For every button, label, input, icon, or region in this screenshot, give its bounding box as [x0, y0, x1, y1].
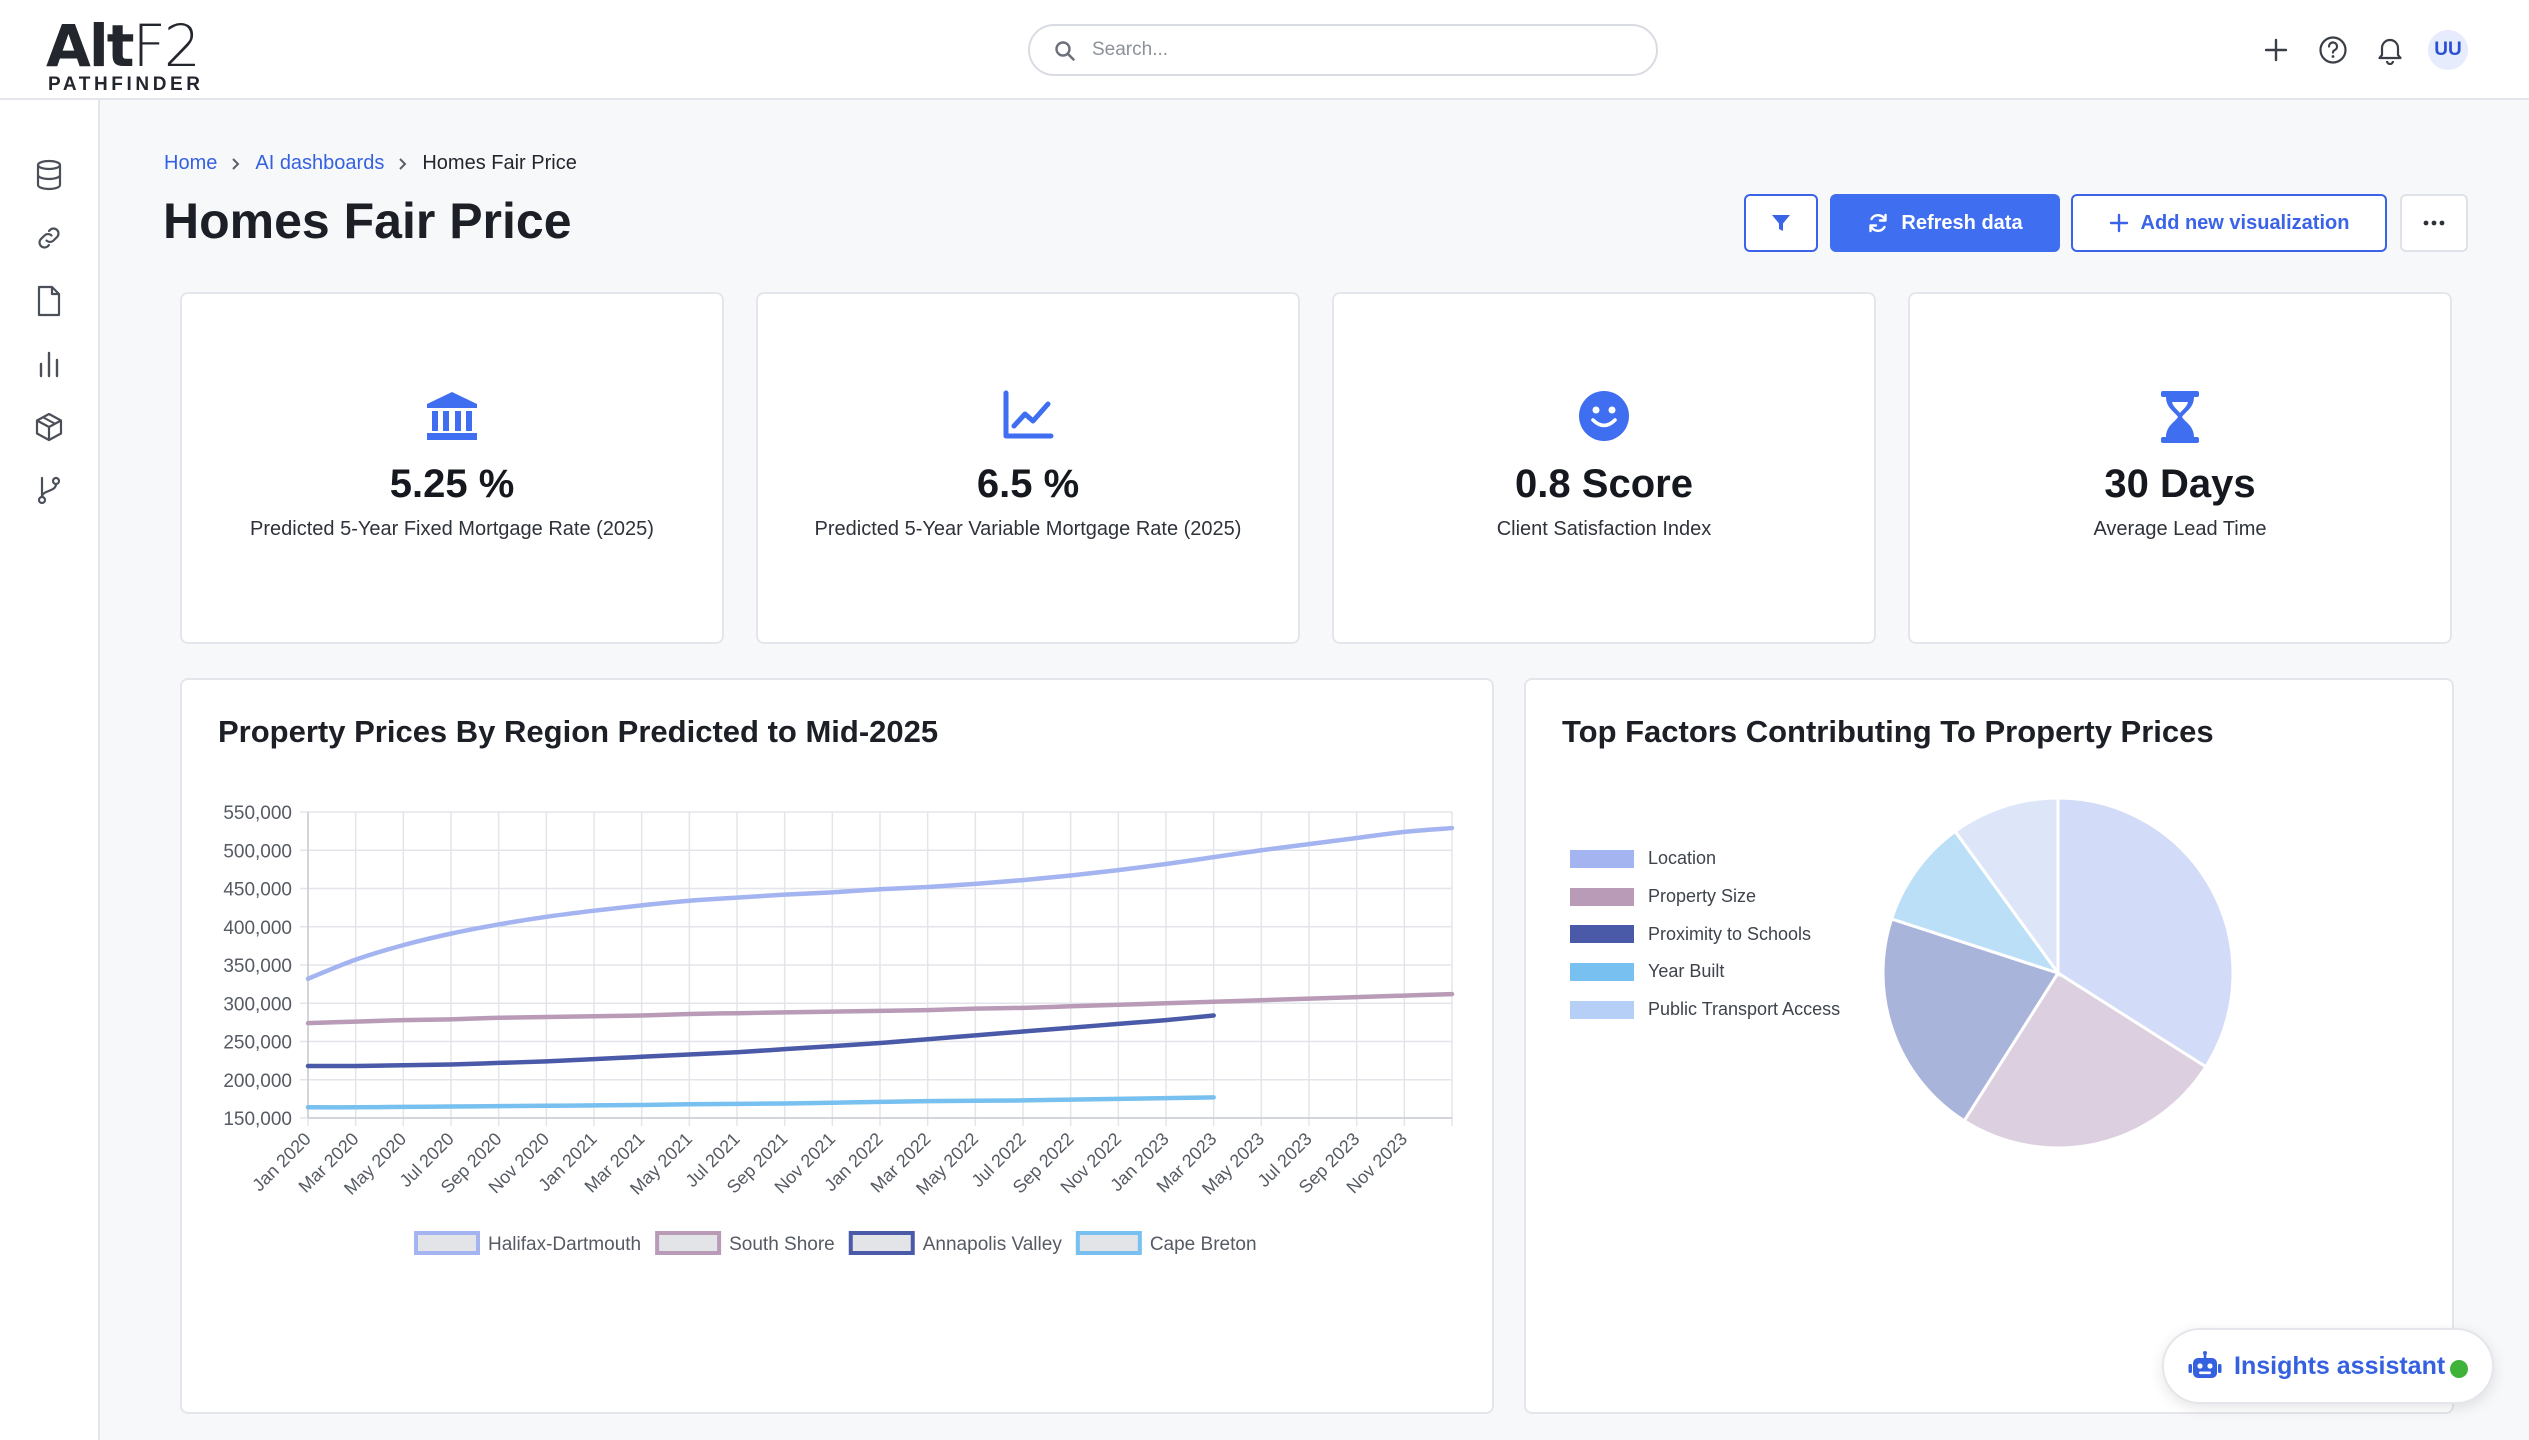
kpi-value: 5.25 % [389, 462, 515, 506]
filter-button[interactable] [1744, 194, 1818, 252]
page-title: Homes Fair Price [163, 193, 572, 249]
legend-label: Property Size [1648, 886, 1757, 907]
database-icon[interactable] [30, 156, 68, 194]
kpi-value: 0.8 Score [1515, 462, 1693, 506]
link-icon[interactable] [30, 219, 68, 257]
legend-label: Public Transport Access [1648, 999, 1841, 1020]
add-visualization-button[interactable]: Add new visualization [2071, 194, 2387, 252]
line-chart-panel: Property Prices By Region Predicted to M… [180, 678, 1494, 1414]
bell-icon[interactable] [2372, 32, 2408, 68]
kpi-label: Predicted 5-Year Fixed Mortgage Rate (20… [250, 518, 654, 540]
kpi-label: Predicted 5-Year Variable Mortgage Rate … [814, 518, 1242, 540]
insights-assistant-label: Insights assistant [2234, 1351, 2446, 1380]
pie-legend: Location Property Size Proximity to School… [1570, 840, 1840, 1028]
breadcrumb-ai-dashboards[interactable]: AI dashboards [255, 152, 385, 174]
line-chart-title: Property Prices By Region Predicted to M… [218, 714, 939, 749]
bar-chart-icon[interactable] [30, 345, 68, 383]
online-status-dot [2450, 1360, 2468, 1378]
hourglass-icon [1910, 390, 2450, 446]
pie-legend-item[interactable]: Property Size [1570, 878, 1840, 916]
breadcrumb-home[interactable]: Home [164, 152, 218, 174]
kpi-label: Client Satisfaction Index [1496, 518, 1712, 540]
bank-icon [182, 390, 722, 446]
cube-icon[interactable] [30, 408, 68, 446]
pie-legend-item[interactable]: Location [1570, 840, 1840, 878]
chevron-right-icon [232, 157, 240, 170]
more-horizontal-icon [2423, 220, 2445, 226]
kpi-label: Average Lead Time [2093, 518, 2267, 540]
pie-chart-panel: Top Factors Contributing To Property Pri… [1524, 678, 2454, 1414]
legend-label: Proximity to Schools [1648, 923, 1812, 944]
trend-chart-icon [758, 390, 1298, 446]
legend-swatch [1570, 925, 1634, 944]
top-bar: AltF2 PATHFINDER UU [0, 0, 2529, 100]
kpi-value: 6.5 % [976, 462, 1080, 506]
logo-wordmark: AltF2 [46, 12, 201, 80]
search-icon [1055, 41, 1075, 61]
kpi-card-lead-time: 30 Days Average Lead Time [1908, 292, 2452, 644]
sidebar [0, 100, 100, 1440]
legend-swatch [1570, 887, 1634, 906]
kpi-card-variable-rate: 6.5 % Predicted 5-Year Variable Mortgage… [756, 292, 1300, 644]
user-avatar[interactable]: UU [2428, 30, 2468, 70]
pie-legend-item[interactable]: Public Transport Access [1570, 991, 1840, 1029]
more-options-button[interactable] [2400, 194, 2468, 252]
pie-legend-item[interactable]: Proximity to Schools [1570, 915, 1840, 953]
pie-chart-title: Top Factors Contributing To Property Pri… [1562, 714, 2214, 749]
insights-assistant-button[interactable]: Insights assistant [2162, 1328, 2494, 1404]
help-icon[interactable] [2315, 32, 2351, 68]
chevron-right-icon [399, 157, 407, 170]
kpi-card-fixed-rate: 5.25 % Predicted 5-Year Fixed Mortgage R… [180, 292, 724, 644]
add-visualization-label: Add new visualization [2140, 211, 2350, 234]
refresh-icon [1869, 213, 1888, 233]
search-input[interactable] [1092, 36, 1632, 64]
smiley-icon [1334, 390, 1874, 446]
legend-swatch [1570, 962, 1634, 981]
document-icon[interactable] [30, 282, 68, 320]
plus-icon[interactable] [2258, 32, 2294, 68]
app-logo[interactable]: AltF2 PATHFINDER [46, 12, 226, 95]
logo-subtitle: PATHFINDER [48, 74, 204, 95]
kpi-value: 30 Days [2104, 462, 2256, 506]
legend-swatch [1570, 849, 1634, 868]
pie-legend-item[interactable]: Year Built [1570, 953, 1840, 991]
legend-label: Location [1648, 848, 1717, 869]
filter-icon [1772, 215, 1790, 231]
breadcrumb: Home AI dashboards Homes Fair Price [164, 152, 577, 175]
robot-icon [2188, 1351, 2222, 1378]
refresh-data-label: Refresh data [1901, 211, 2023, 234]
git-branch-icon[interactable] [30, 471, 68, 509]
kpi-card-satisfaction: 0.8 Score Client Satisfaction Index [1332, 292, 1876, 644]
breadcrumb-current: Homes Fair Price [422, 152, 577, 174]
plus-icon [2109, 213, 2128, 233]
refresh-data-button[interactable]: Refresh data [1830, 194, 2060, 252]
search-box[interactable] [1028, 24, 1658, 76]
legend-swatch [1570, 1000, 1634, 1019]
legend-label: Year Built [1648, 961, 1725, 982]
